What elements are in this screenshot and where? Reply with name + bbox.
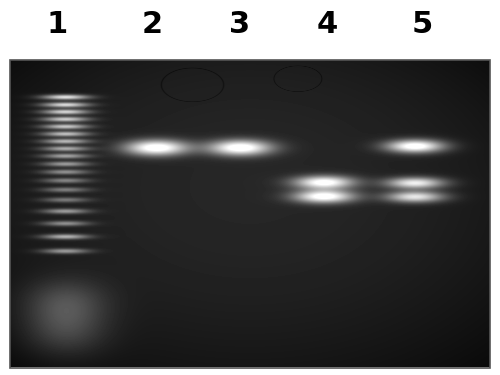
Text: 3: 3: [230, 10, 250, 39]
Text: 1: 1: [47, 10, 68, 39]
Text: 5: 5: [412, 10, 433, 39]
Bar: [10, 60, 490, 368]
Text: 4: 4: [317, 10, 338, 39]
Text: 2: 2: [142, 10, 163, 39]
